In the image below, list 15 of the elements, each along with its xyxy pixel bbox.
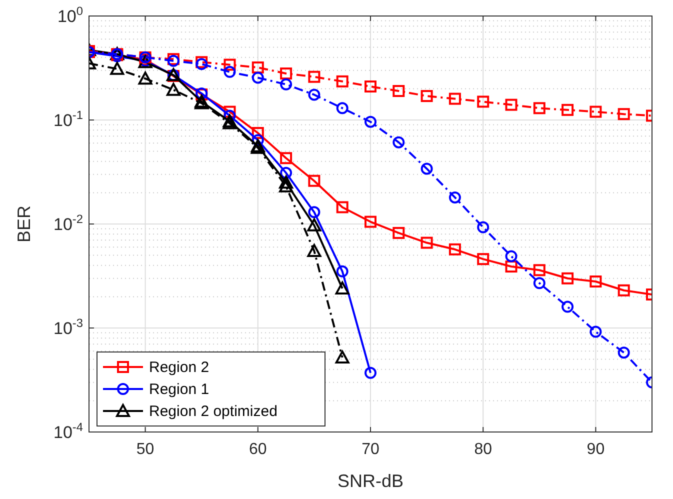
- x-tick-label: 60: [249, 441, 267, 458]
- y-axis-title: BER: [14, 205, 34, 243]
- x-tick-label: 80: [474, 441, 492, 458]
- y-tick-label: 10$^{-3}$: [54, 316, 84, 338]
- y-tick-label: 10$^{-1}$: [54, 108, 84, 130]
- legend-label: Region 2: [149, 359, 210, 376]
- x-tick-label: 50: [136, 441, 154, 458]
- legend-label: Region 1: [149, 381, 210, 398]
- y-tick-label: 10$^{0}$: [57, 4, 84, 26]
- x-tick-label: 70: [362, 441, 380, 458]
- x-axis-title: SNR-dB: [337, 471, 404, 491]
- x-tick-label: 90: [586, 441, 605, 458]
- y-tick-label: 10$^{-4}$: [54, 420, 84, 442]
- y-tick-label: 10$^{-2}$: [54, 212, 84, 234]
- legend-label: Region 2 optimized: [149, 403, 278, 420]
